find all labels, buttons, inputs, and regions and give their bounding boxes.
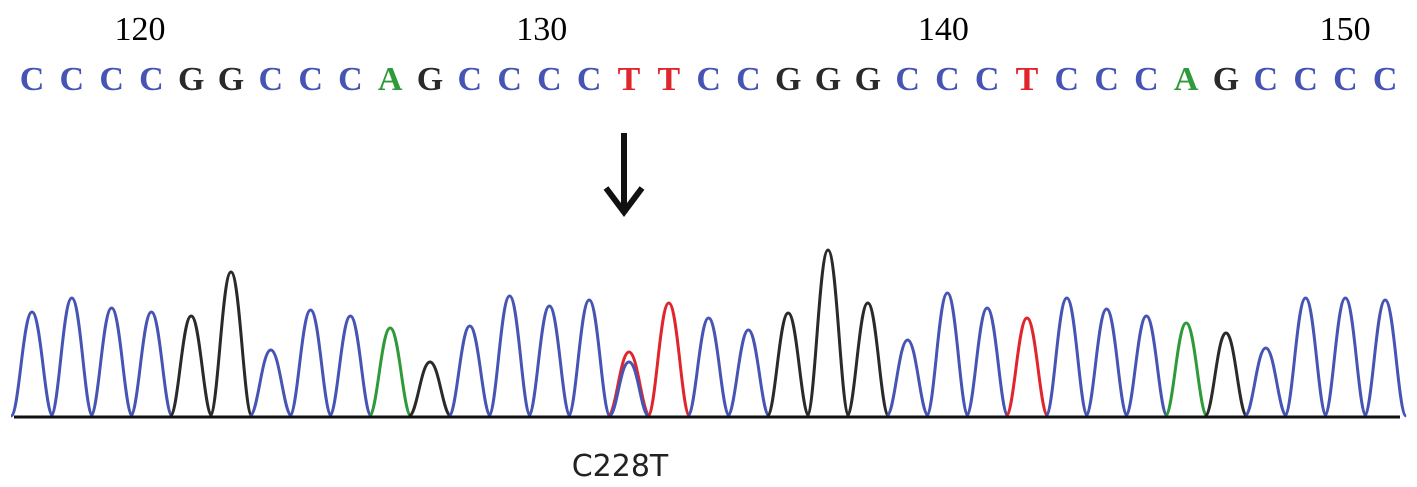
- base-letter: C: [139, 61, 164, 98]
- peak: [1322, 296, 1368, 418]
- base-letter: C: [895, 61, 920, 98]
- base-letter: C: [1055, 61, 1080, 98]
- peak: [447, 324, 493, 418]
- peak: [646, 301, 692, 418]
- base-letter: C: [338, 61, 363, 98]
- peak: [1203, 331, 1249, 418]
- peak: [1123, 314, 1169, 418]
- arrow-head: [603, 186, 645, 217]
- trace: [9, 248, 1408, 418]
- base-letter: C: [1333, 61, 1358, 98]
- base-letter: C: [20, 61, 45, 98]
- base-letter: G: [218, 61, 244, 98]
- peak: [566, 298, 612, 418]
- secondary-peak: [608, 360, 650, 418]
- peak: [1004, 316, 1050, 418]
- base-letter: C: [259, 61, 284, 98]
- peak: [765, 311, 811, 418]
- peak: [805, 248, 851, 418]
- base-letter: T: [657, 61, 680, 98]
- peak: [1084, 307, 1130, 418]
- base-letter: A: [378, 61, 403, 98]
- peak: [845, 301, 891, 418]
- peak: [725, 328, 771, 418]
- peak: [49, 296, 95, 418]
- peak: [1283, 296, 1329, 418]
- base-letter: C: [577, 61, 602, 98]
- base-letter: C: [975, 61, 1000, 98]
- position-number: 120: [115, 11, 166, 48]
- peak: [288, 308, 334, 418]
- base-letter: G: [417, 61, 443, 98]
- base-letter: C: [1094, 61, 1119, 98]
- position-number: 140: [918, 11, 969, 48]
- base-letter: T: [1016, 61, 1039, 98]
- position-number: 130: [516, 11, 567, 48]
- base-letter: C: [298, 61, 323, 98]
- peak: [408, 360, 452, 418]
- base-letter: G: [1213, 61, 1239, 98]
- peak: [1163, 321, 1209, 418]
- position-number: 150: [1320, 11, 1371, 48]
- peak: [367, 326, 413, 418]
- base-letter: C: [736, 61, 761, 98]
- base-letter: G: [855, 61, 881, 98]
- peak: [327, 314, 373, 418]
- base-letter: C: [1254, 61, 1279, 98]
- peak: [924, 291, 970, 418]
- base-letter: C: [696, 61, 721, 98]
- peak: [9, 310, 55, 418]
- base-letter: G: [775, 61, 801, 98]
- base-letter: C: [1293, 61, 1318, 98]
- base-letter: T: [618, 61, 641, 98]
- peak: [128, 310, 174, 418]
- base-letter: C: [1373, 61, 1398, 98]
- base-letter: C: [458, 61, 483, 98]
- base-letter: C: [99, 61, 124, 98]
- peak: [208, 270, 254, 418]
- peak: [89, 306, 135, 418]
- mutation-label: C228T: [572, 449, 669, 484]
- peak: [964, 306, 1010, 418]
- base-letter: A: [1174, 61, 1199, 98]
- peak: [1243, 346, 1289, 418]
- base-letter: C: [1134, 61, 1159, 98]
- peak: [1362, 298, 1408, 418]
- base-letter: G: [178, 61, 204, 98]
- base-letter: G: [815, 61, 841, 98]
- peak: [487, 294, 533, 418]
- peak: [885, 338, 931, 418]
- peak: [686, 316, 732, 418]
- peak: [1044, 296, 1090, 418]
- base-letter: C: [497, 61, 522, 98]
- base-letter: C: [60, 61, 85, 98]
- peak: [168, 314, 214, 418]
- peak: [526, 304, 572, 418]
- peak: [248, 348, 294, 418]
- base-letter: C: [537, 61, 562, 98]
- base-letter: C: [935, 61, 960, 98]
